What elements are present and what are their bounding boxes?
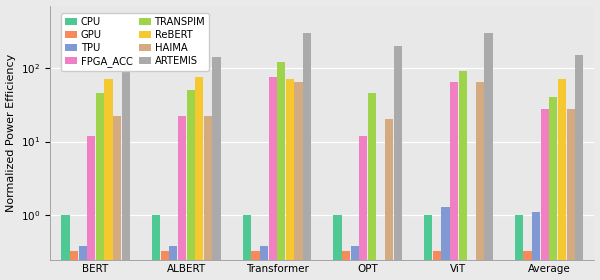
Bar: [87, 136, 95, 280]
Bar: [286, 79, 294, 280]
Bar: [161, 251, 169, 280]
Bar: [96, 94, 104, 280]
Bar: [269, 77, 277, 280]
Bar: [523, 251, 532, 280]
Bar: [394, 46, 402, 280]
Bar: [484, 33, 493, 280]
Bar: [212, 57, 221, 280]
Bar: [359, 136, 367, 280]
Bar: [458, 71, 467, 280]
Bar: [442, 207, 449, 280]
Bar: [368, 94, 376, 280]
Bar: [575, 55, 583, 280]
Bar: [303, 33, 311, 280]
Bar: [350, 246, 359, 280]
Bar: [334, 215, 341, 280]
Bar: [251, 251, 260, 280]
Bar: [550, 97, 557, 280]
Bar: [122, 59, 130, 280]
Bar: [61, 215, 70, 280]
Bar: [541, 109, 549, 280]
Y-axis label: Normalized Power Efficiency: Normalized Power Efficiency: [5, 53, 16, 212]
Bar: [342, 251, 350, 280]
Bar: [169, 246, 178, 280]
Bar: [113, 116, 121, 280]
Bar: [243, 215, 251, 280]
Bar: [295, 81, 302, 280]
Bar: [476, 81, 484, 280]
Bar: [104, 79, 113, 280]
Bar: [515, 215, 523, 280]
Bar: [532, 212, 540, 280]
Bar: [178, 116, 186, 280]
Bar: [79, 246, 87, 280]
Bar: [450, 81, 458, 280]
Bar: [195, 77, 203, 280]
Bar: [385, 119, 394, 280]
Bar: [204, 116, 212, 280]
Bar: [277, 62, 286, 280]
Bar: [558, 79, 566, 280]
Bar: [424, 215, 433, 280]
Bar: [433, 251, 441, 280]
Bar: [70, 251, 78, 280]
Bar: [260, 246, 268, 280]
Bar: [152, 215, 160, 280]
Bar: [187, 90, 194, 280]
Bar: [566, 109, 575, 280]
Legend: CPU, GPU, TPU, FPGA_ACC, TRANSPIM, ReBERT, HAIMA, ARTEMIS: CPU, GPU, TPU, FPGA_ACC, TRANSPIM, ReBER…: [61, 13, 209, 71]
